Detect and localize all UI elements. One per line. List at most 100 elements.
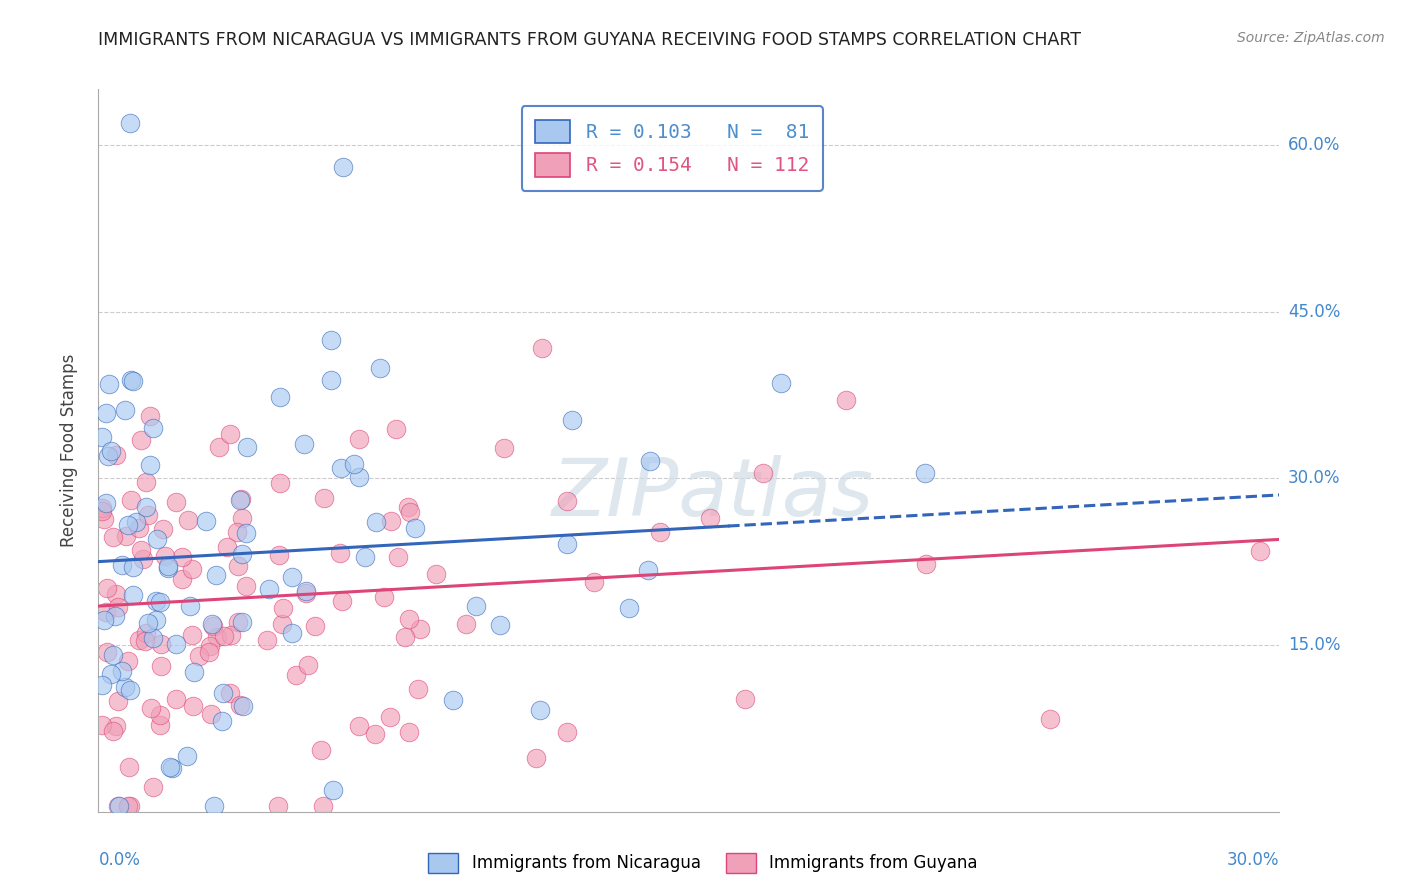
Point [94, 406, 117, 420]
Point [835, 393, 858, 408]
Point [583, 574, 606, 589]
Point [394, 630, 416, 644]
Point [235, 525, 257, 540]
Point [91, 717, 114, 731]
Point [96, 582, 118, 596]
Point [105, 587, 128, 601]
Point [108, 799, 131, 814]
Point [226, 558, 249, 573]
Text: 30.0%: 30.0% [1288, 469, 1340, 487]
Point [101, 648, 124, 662]
Point [208, 440, 231, 454]
Point [368, 360, 391, 375]
Point [165, 691, 187, 706]
Point [219, 686, 242, 700]
Point [292, 437, 315, 451]
Point [555, 493, 578, 508]
Point [524, 751, 547, 765]
Point [149, 595, 172, 609]
Point [304, 619, 326, 633]
Point [118, 759, 141, 773]
Point [699, 511, 721, 525]
Point [135, 475, 157, 490]
Point [136, 508, 159, 523]
Point [295, 585, 318, 599]
Point [297, 658, 319, 673]
Point [122, 375, 145, 389]
Point [312, 799, 335, 814]
Y-axis label: Receiving Food Stamps: Receiving Food Stamps [59, 354, 77, 547]
Point [104, 448, 127, 462]
Text: 60.0%: 60.0% [1288, 136, 1340, 153]
Point [115, 529, 138, 543]
Point [114, 680, 136, 694]
Point [156, 561, 179, 575]
Point [561, 413, 583, 427]
Point [232, 698, 254, 713]
Point [120, 682, 142, 697]
Point [229, 493, 252, 508]
Point [769, 376, 792, 390]
Point [145, 594, 167, 608]
Point [157, 558, 180, 573]
Text: Source: ZipAtlas.com: Source: ZipAtlas.com [1237, 31, 1385, 45]
Point [329, 461, 352, 475]
Point [105, 719, 128, 733]
Point [98, 377, 121, 392]
Point [219, 628, 242, 642]
Point [111, 558, 134, 572]
Point [330, 594, 353, 608]
Point [97, 449, 120, 463]
Point [619, 601, 641, 615]
Point [165, 495, 187, 509]
Point [117, 799, 139, 814]
Point [179, 599, 201, 614]
Text: 0.0%: 0.0% [98, 851, 141, 869]
Point [269, 548, 291, 562]
Point [129, 543, 152, 558]
Point [114, 402, 136, 417]
Point [153, 549, 176, 563]
Point [201, 617, 224, 632]
Point [378, 710, 401, 724]
Point [256, 633, 278, 648]
Point [200, 707, 222, 722]
Point [396, 500, 419, 515]
Point [228, 698, 250, 712]
Point [136, 616, 159, 631]
Point [93, 613, 115, 627]
Point [146, 532, 169, 546]
Point [225, 525, 247, 540]
Point [236, 440, 259, 454]
Point [129, 434, 152, 448]
Point [638, 454, 661, 468]
Point [914, 557, 936, 571]
Point [202, 619, 225, 633]
Point [294, 583, 316, 598]
Point [231, 547, 253, 561]
Point [104, 609, 127, 624]
Legend: R = 0.103   N =  81, R = 0.154   N = 112: R = 0.103 N = 81, R = 0.154 N = 112 [522, 106, 823, 191]
Legend: Immigrants from Nicaragua, Immigrants from Guyana: Immigrants from Nicaragua, Immigrants fr… [422, 847, 984, 880]
Point [176, 749, 198, 764]
Point [107, 694, 129, 708]
Point [149, 707, 172, 722]
Point [235, 579, 257, 593]
Point [135, 500, 157, 514]
Point [211, 714, 233, 728]
Point [100, 443, 122, 458]
Point [319, 333, 342, 347]
Point [132, 551, 155, 566]
Text: 15.0%: 15.0% [1288, 636, 1340, 654]
Point [205, 630, 228, 644]
Point [212, 629, 235, 643]
Point [648, 525, 671, 540]
Point [228, 615, 250, 629]
Point [91, 678, 114, 692]
Point [91, 500, 114, 515]
Point [380, 514, 402, 528]
Point [409, 622, 432, 636]
Point [94, 496, 117, 510]
Point [172, 572, 194, 586]
Point [101, 723, 124, 738]
